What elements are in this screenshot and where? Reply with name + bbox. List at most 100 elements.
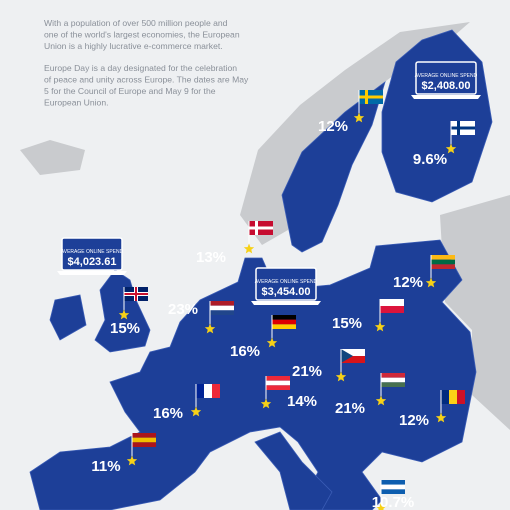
callout-caption: AVERAGE ONLINE SPEND xyxy=(415,73,478,79)
country-percent: 21% xyxy=(335,400,365,417)
flag-part xyxy=(210,301,234,306)
country-percent: 23% xyxy=(168,301,198,318)
country-percent: 9.6% xyxy=(413,151,447,168)
star xyxy=(374,321,386,332)
flag-part xyxy=(210,305,234,311)
flag-part xyxy=(431,255,455,260)
flag-part xyxy=(457,121,460,135)
flag xyxy=(381,480,405,494)
flag-part xyxy=(266,385,290,390)
star xyxy=(266,337,278,348)
flag-part xyxy=(431,264,455,269)
intro-line: 5 for the Council of Europe and May 9 fo… xyxy=(44,86,216,96)
star xyxy=(243,243,255,254)
flag-part xyxy=(381,484,405,490)
intro-line: With a population of over 500 million pe… xyxy=(44,18,228,28)
flag-part xyxy=(266,376,290,381)
flag-part xyxy=(132,442,156,447)
star xyxy=(435,412,447,423)
country-percent: 12% xyxy=(318,118,348,135)
flag-part xyxy=(365,90,368,104)
flag-part xyxy=(204,384,212,398)
country-percent: 21% xyxy=(292,363,322,380)
flag-part xyxy=(380,306,404,313)
callout-amount: $4,023.61 xyxy=(68,256,117,268)
callout-amount: $2,408.00 xyxy=(422,80,471,92)
flag-part xyxy=(431,259,455,265)
star xyxy=(335,371,347,382)
flag xyxy=(132,433,156,447)
star xyxy=(204,323,216,334)
flag-part xyxy=(380,299,404,306)
flag-part xyxy=(272,315,296,320)
flag-part xyxy=(451,126,475,130)
country-percent: 11% xyxy=(91,458,120,475)
flag-part xyxy=(381,377,405,383)
star xyxy=(353,112,365,123)
star xyxy=(118,309,130,320)
flag xyxy=(266,376,290,390)
flag-part xyxy=(381,480,405,485)
flag-part xyxy=(132,433,156,438)
country-percent: 16% xyxy=(230,343,260,360)
star xyxy=(375,502,387,510)
flag-part xyxy=(341,356,365,363)
country-percent: 15% xyxy=(332,315,362,332)
flag-part xyxy=(210,310,234,315)
flag xyxy=(124,287,148,301)
flag-part xyxy=(381,373,405,378)
flag xyxy=(272,315,296,329)
flag xyxy=(341,349,365,363)
laptop-base xyxy=(57,271,127,275)
flag-part xyxy=(135,287,137,301)
countries: 12% 9.6% 13% 12% 15% 23% 16% 15% 21% 16% 14% 21% 12%… xyxy=(91,90,475,510)
flag xyxy=(210,301,234,315)
country-percent: 15% xyxy=(110,320,140,337)
country-percent: 13% xyxy=(196,249,226,266)
laptop-base xyxy=(251,301,321,305)
country-percent: 14% xyxy=(287,393,317,410)
laptop-base xyxy=(411,95,481,99)
star xyxy=(445,143,457,154)
flag-part xyxy=(341,349,365,356)
flag xyxy=(380,299,404,313)
flag-part xyxy=(272,319,296,325)
flag xyxy=(196,384,220,398)
flag xyxy=(451,121,475,135)
laptop-screen xyxy=(415,61,477,95)
flag xyxy=(431,255,455,269)
laptop-screen xyxy=(255,267,317,301)
flag-part xyxy=(381,382,405,387)
flag-part xyxy=(449,390,457,404)
callout-caption: AVERAGE ONLINE SPEND xyxy=(61,249,124,255)
flag-part xyxy=(381,489,405,494)
country-percent: 12% xyxy=(393,274,423,291)
star xyxy=(126,455,138,466)
callout-caption: AVERAGE ONLINE SPEND xyxy=(255,279,318,285)
country-percent: 16% xyxy=(153,405,183,422)
flag-part xyxy=(132,437,156,443)
intro-line: one of the world's largest economies, th… xyxy=(44,30,240,40)
callout-amount: $3,454.00 xyxy=(262,286,311,298)
intro-line: of peace and unity across Europe. The da… xyxy=(44,74,249,84)
flag-part xyxy=(196,384,204,398)
flag-part xyxy=(249,226,273,230)
country-percent: 10.7% xyxy=(372,494,415,510)
star xyxy=(375,395,387,406)
flag-part xyxy=(457,390,465,404)
flag-part xyxy=(441,390,449,404)
flag-part xyxy=(212,384,220,398)
flag-part xyxy=(255,221,258,235)
intro-line: Europe Day is a day designated for the c… xyxy=(44,63,237,73)
flag-part xyxy=(341,349,353,363)
intro-line: Union is a highly lucrative e-commerce m… xyxy=(44,41,223,51)
star xyxy=(260,398,272,409)
country-percent: 12% xyxy=(399,412,429,429)
flag xyxy=(381,373,405,387)
flag-part xyxy=(266,380,290,386)
flag-part xyxy=(359,95,383,99)
laptop-screen xyxy=(61,237,123,271)
